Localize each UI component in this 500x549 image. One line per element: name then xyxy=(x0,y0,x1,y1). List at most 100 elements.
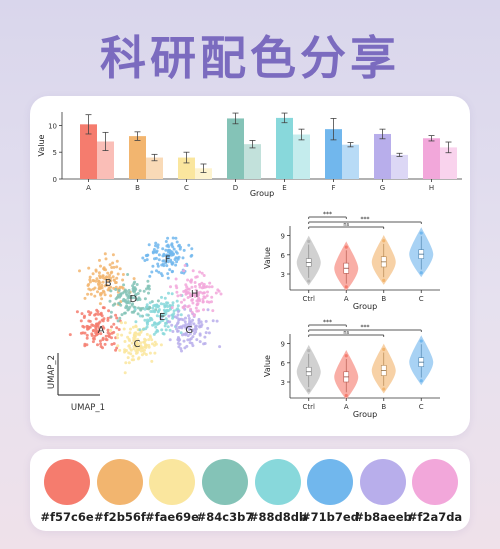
scatter-point xyxy=(204,331,208,335)
scatter-point xyxy=(202,274,206,277)
x-tick-label: A xyxy=(86,184,91,192)
scatter-point xyxy=(99,264,102,268)
scatter-point xyxy=(184,283,188,287)
scatter-point xyxy=(182,290,186,293)
scatter-point xyxy=(128,346,132,350)
significance-label: *** xyxy=(361,324,370,331)
x-tick-label: D xyxy=(233,184,238,192)
scatter-point xyxy=(109,310,113,314)
scatter-point xyxy=(165,308,169,312)
scatter-point xyxy=(97,287,101,291)
scatter-point xyxy=(96,312,100,316)
scatter-point xyxy=(172,247,176,251)
scatter-point xyxy=(117,301,121,305)
scatter-point xyxy=(192,322,196,326)
scatter-point xyxy=(120,333,124,337)
outlier-point xyxy=(382,239,386,243)
scatter-point xyxy=(124,361,128,365)
scatter-point xyxy=(175,327,178,331)
scatter-point xyxy=(152,332,156,336)
scatter-point xyxy=(87,266,91,270)
scatter-point xyxy=(97,271,101,275)
scatter-point xyxy=(87,287,91,291)
scatter-point xyxy=(198,270,202,274)
bar xyxy=(276,117,293,179)
scatter-point xyxy=(147,287,151,291)
x-tick-label: B xyxy=(381,403,386,411)
page-title: 科研配色分享 xyxy=(100,31,400,85)
scatter-point xyxy=(191,329,195,333)
scatter-point xyxy=(171,236,175,240)
scatter-point xyxy=(103,252,107,256)
scatter-point xyxy=(127,337,131,341)
scatter-point xyxy=(104,334,108,338)
scatter-point xyxy=(186,305,190,309)
color-swatch xyxy=(307,459,353,505)
scatter-point xyxy=(166,320,170,324)
color-swatch xyxy=(202,459,248,505)
scatter-point xyxy=(132,277,136,281)
x-tick-label: G xyxy=(380,184,385,192)
scatter-point xyxy=(152,248,156,251)
scatter-point xyxy=(167,314,171,318)
scatter-point xyxy=(141,314,144,318)
scatter-point xyxy=(101,319,105,323)
scatter-point xyxy=(100,283,104,287)
scatter-point xyxy=(207,331,211,335)
scatter-point xyxy=(97,326,101,330)
scatter-point xyxy=(176,321,180,324)
scatter-point xyxy=(141,256,145,260)
scatter-point xyxy=(171,314,175,318)
scatter-point xyxy=(134,320,138,324)
cluster-label: B xyxy=(105,278,112,289)
scatter-point xyxy=(153,321,157,325)
scatter-point xyxy=(133,296,137,300)
bar xyxy=(146,157,163,179)
scatter-point xyxy=(180,349,183,353)
color-swatch xyxy=(255,459,301,505)
scatter-point xyxy=(122,283,126,287)
scatter-point xyxy=(152,304,156,308)
scatter-point xyxy=(156,264,160,268)
scatter-point xyxy=(142,289,146,293)
scatter-point xyxy=(186,278,190,282)
scatter-point xyxy=(155,314,159,318)
scatter-point xyxy=(167,255,171,259)
scatter-point xyxy=(176,307,180,311)
scatter-point xyxy=(169,258,173,262)
scatter-point xyxy=(208,281,212,285)
scatter-point xyxy=(99,342,103,346)
cluster-label: A xyxy=(98,325,105,336)
color-swatch xyxy=(97,459,143,505)
scatter-point xyxy=(98,302,102,306)
scatter-point xyxy=(164,261,168,265)
scatter-point xyxy=(172,309,176,313)
scatter-point xyxy=(153,257,156,261)
scatter-point xyxy=(106,331,110,335)
scatter-point xyxy=(184,288,188,292)
outlier-point xyxy=(307,388,311,392)
scatter-point xyxy=(139,307,143,310)
scatter-point xyxy=(108,263,112,267)
scatter-point xyxy=(182,339,186,343)
scatter-point xyxy=(161,319,165,322)
bar xyxy=(374,133,391,179)
scatter-point xyxy=(117,328,121,331)
scatter-point xyxy=(123,371,127,375)
color-swatch xyxy=(149,459,195,505)
scatter-point xyxy=(163,324,167,328)
scatter-point xyxy=(98,339,102,343)
scatter-point xyxy=(82,316,86,319)
scatter-point xyxy=(189,254,193,258)
significance-label: *** xyxy=(323,319,332,326)
scatter-point xyxy=(198,285,202,289)
scatter-point xyxy=(197,293,200,297)
scatter-point xyxy=(151,251,155,255)
y-tick-label: 9 xyxy=(281,341,285,349)
scatter-point xyxy=(145,343,148,347)
scatter-point xyxy=(136,357,140,361)
y-tick-label: 3 xyxy=(281,271,285,279)
scatter-point xyxy=(120,313,124,317)
scatter-point xyxy=(188,321,191,325)
scatter-point xyxy=(114,313,118,317)
